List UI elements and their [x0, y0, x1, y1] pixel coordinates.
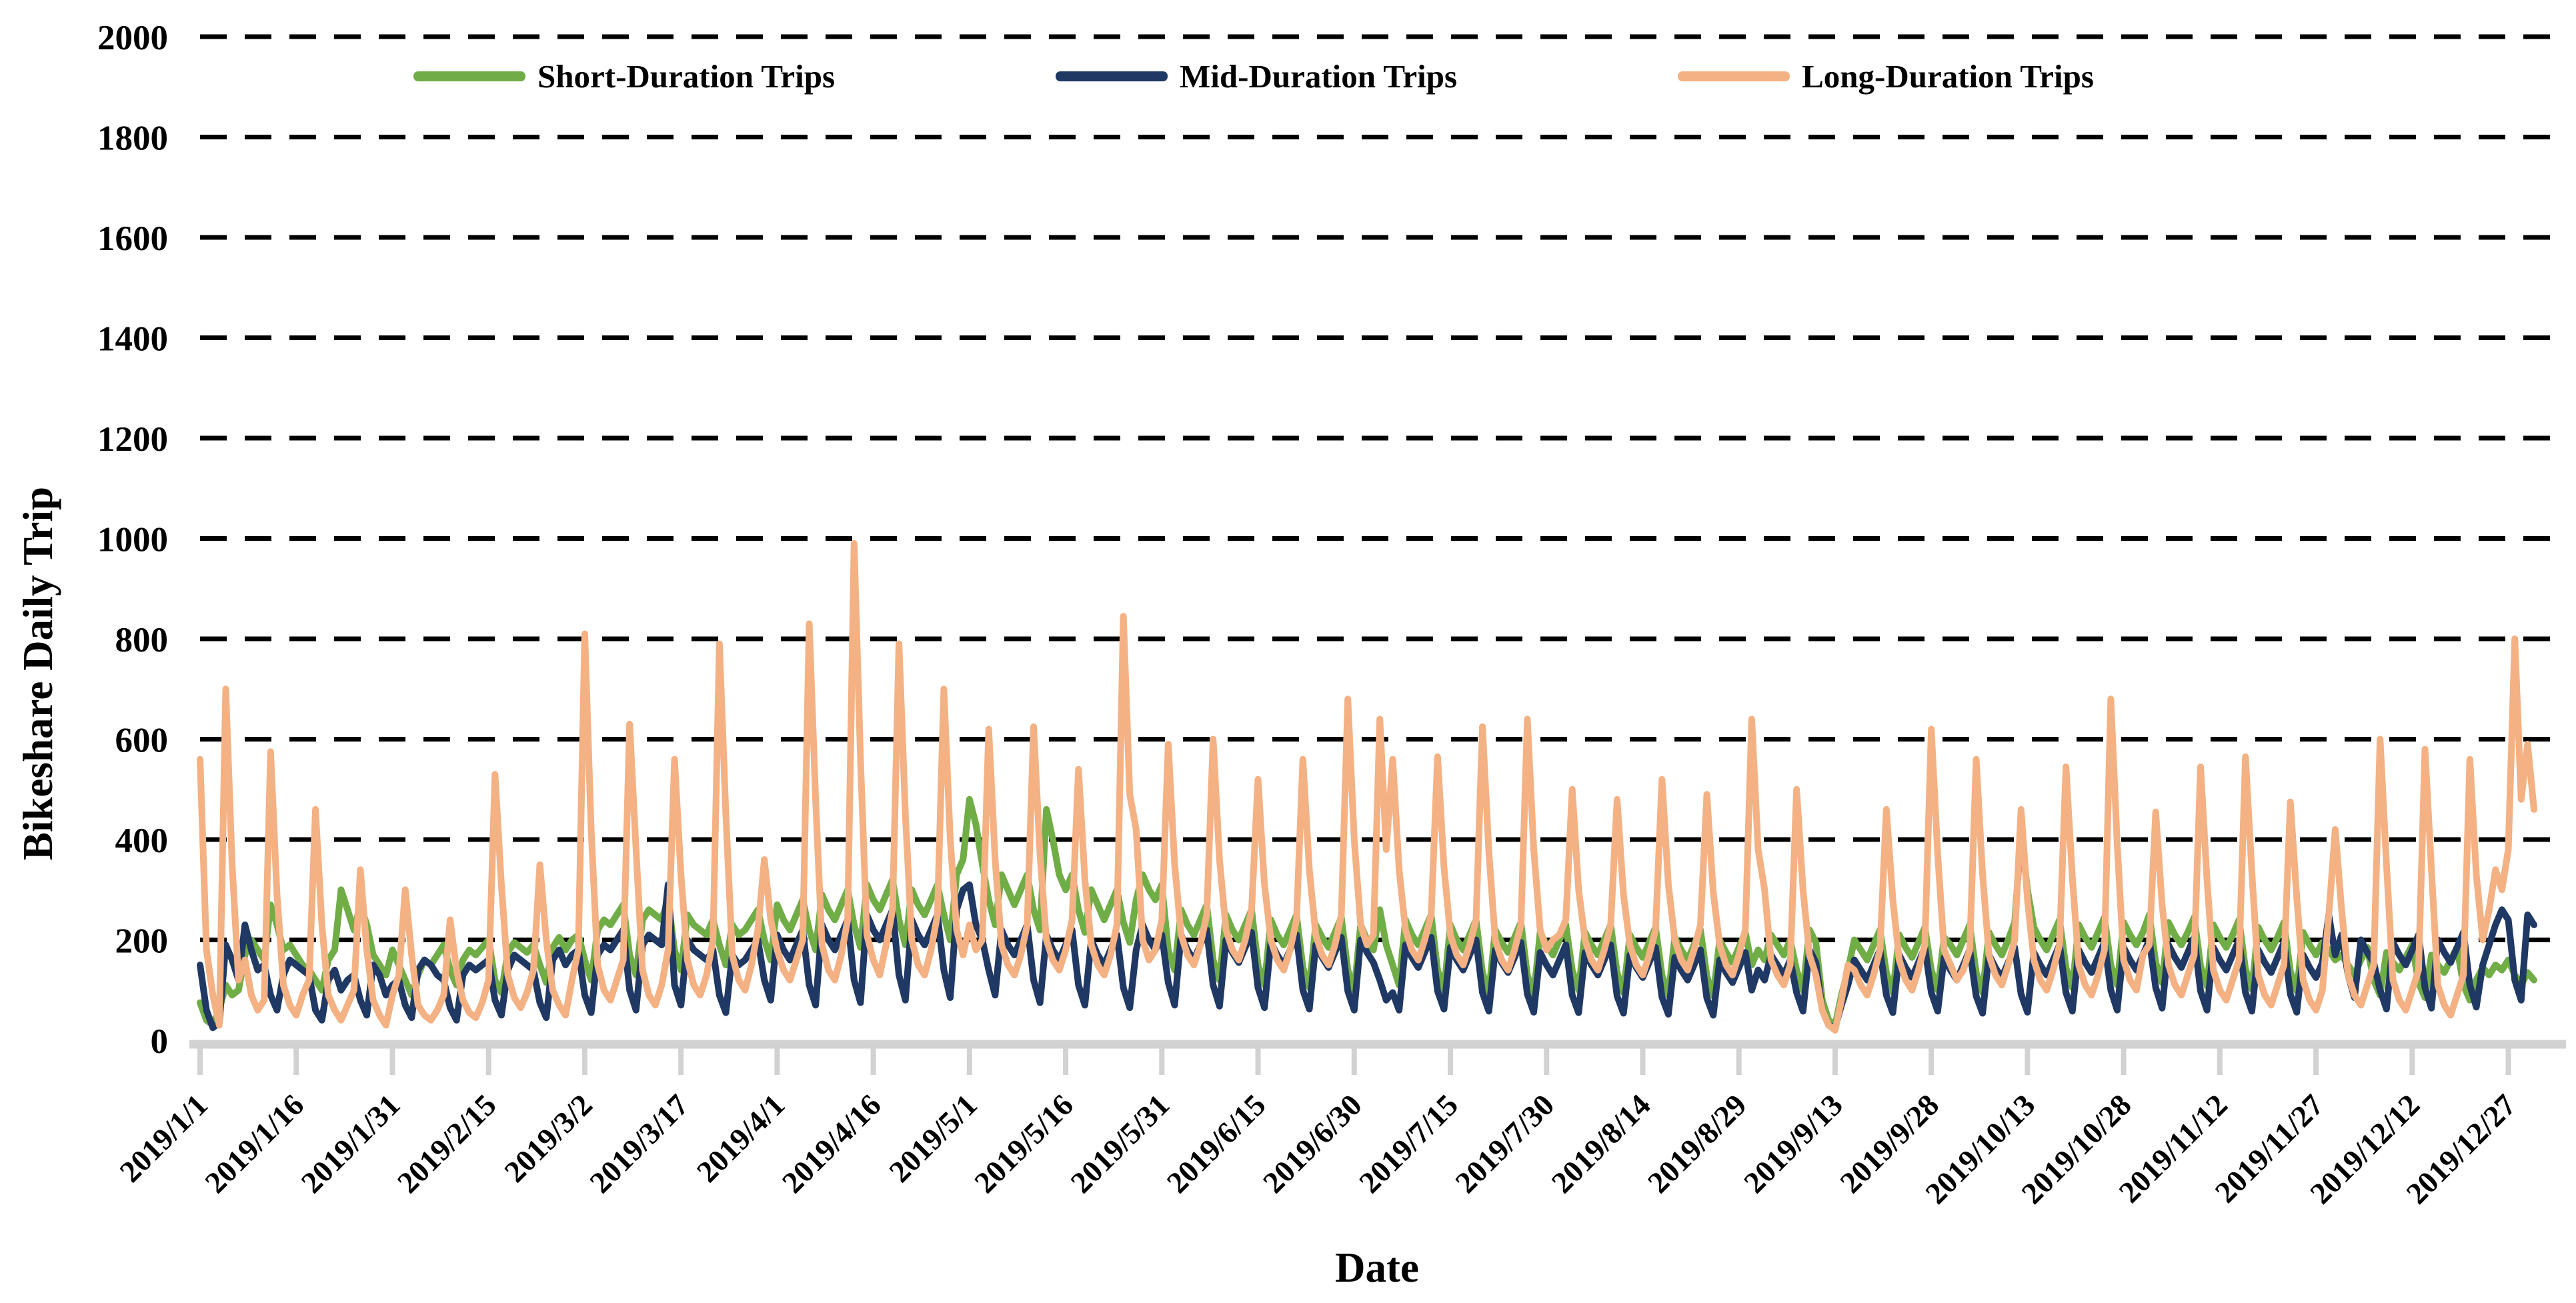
legend-item-short-duration: Short-Duration Trips — [413, 57, 835, 95]
x-tick-label: 2019/9/13 — [1737, 1088, 1849, 1200]
legend-item-mid-duration: Mid-Duration Trips — [1056, 57, 1457, 95]
long-duration-line-swatch — [1678, 71, 1790, 81]
x-tick-label: 2019/8/14 — [1545, 1088, 1657, 1200]
x-tick-label: 2019/5/31 — [1064, 1088, 1176, 1200]
y-tick-label: 800 — [115, 621, 169, 660]
y-tick-label: 1000 — [97, 521, 168, 559]
y-tick-label: 2000 — [97, 19, 168, 57]
x-tick-label: 2019/3/17 — [583, 1088, 695, 1200]
x-tick-label: 2019/7/15 — [1352, 1088, 1464, 1200]
x-axis-tick-labels: 2019/1/12019/1/162019/1/312019/2/152019/… — [113, 1088, 2522, 1210]
x-tick-label: 2019/6/15 — [1160, 1088, 1272, 1200]
mid-duration-line-swatch — [1056, 71, 1168, 81]
y-axis-title: Bikeshare Daily Trip — [15, 487, 61, 860]
x-tick-label: 2019/5/1 — [882, 1088, 984, 1189]
x-tick-label: 2019/5/16 — [968, 1088, 1080, 1200]
legend-label: Short-Duration Trips — [537, 58, 836, 95]
x-tick-label: 2019/1/31 — [295, 1088, 407, 1200]
x-tick-label: 2019/7/30 — [1448, 1088, 1560, 1200]
x-tick-label: 2019/1/16 — [198, 1088, 310, 1200]
y-tick-label: 200 — [115, 922, 169, 961]
y-tick-label: 400 — [115, 822, 169, 860]
x-tick-label: 2019/8/29 — [1641, 1088, 1753, 1200]
y-tick-label: 1200 — [97, 420, 168, 459]
y-tick-label: 600 — [115, 722, 169, 760]
y-tick-label: 0 — [151, 1022, 169, 1061]
x-tick-label: 2019/4/1 — [690, 1088, 792, 1189]
x-tick-label: 2019/1/1 — [113, 1088, 214, 1189]
y-tick-label: 1400 — [97, 320, 168, 359]
x-tick-label: 2019/4/16 — [776, 1088, 888, 1200]
data-series-lines — [197, 540, 2537, 1034]
y-tick-label: 1800 — [97, 119, 168, 158]
legend-item-long-duration: Long-Duration Trips — [1678, 57, 2094, 95]
gridlines — [200, 34, 2566, 942]
x-tick-label: 2019/2/15 — [391, 1088, 503, 1200]
x-tick-label: 2019/6/30 — [1256, 1088, 1368, 1200]
series-line-long-duration-trips — [197, 540, 2537, 1034]
x-tick-label: 2019/3/2 — [497, 1088, 599, 1189]
short-duration-line-swatch — [413, 71, 525, 81]
y-axis-tick-labels: 0 200 400 600 800 1000 1200 1400 1600 1800 2000 — [97, 19, 168, 1061]
axis-lines — [189, 1040, 2566, 1075]
legend-label: Mid-Duration Trips — [1180, 58, 1458, 95]
y-tick-label: 1600 — [97, 219, 168, 258]
chart-legend: Short-Duration Trips Mid-Duration Trips … — [413, 57, 2094, 95]
legend-label: Long-Duration Trips — [1802, 58, 2094, 95]
x-axis-title: Date — [1335, 1244, 1419, 1291]
